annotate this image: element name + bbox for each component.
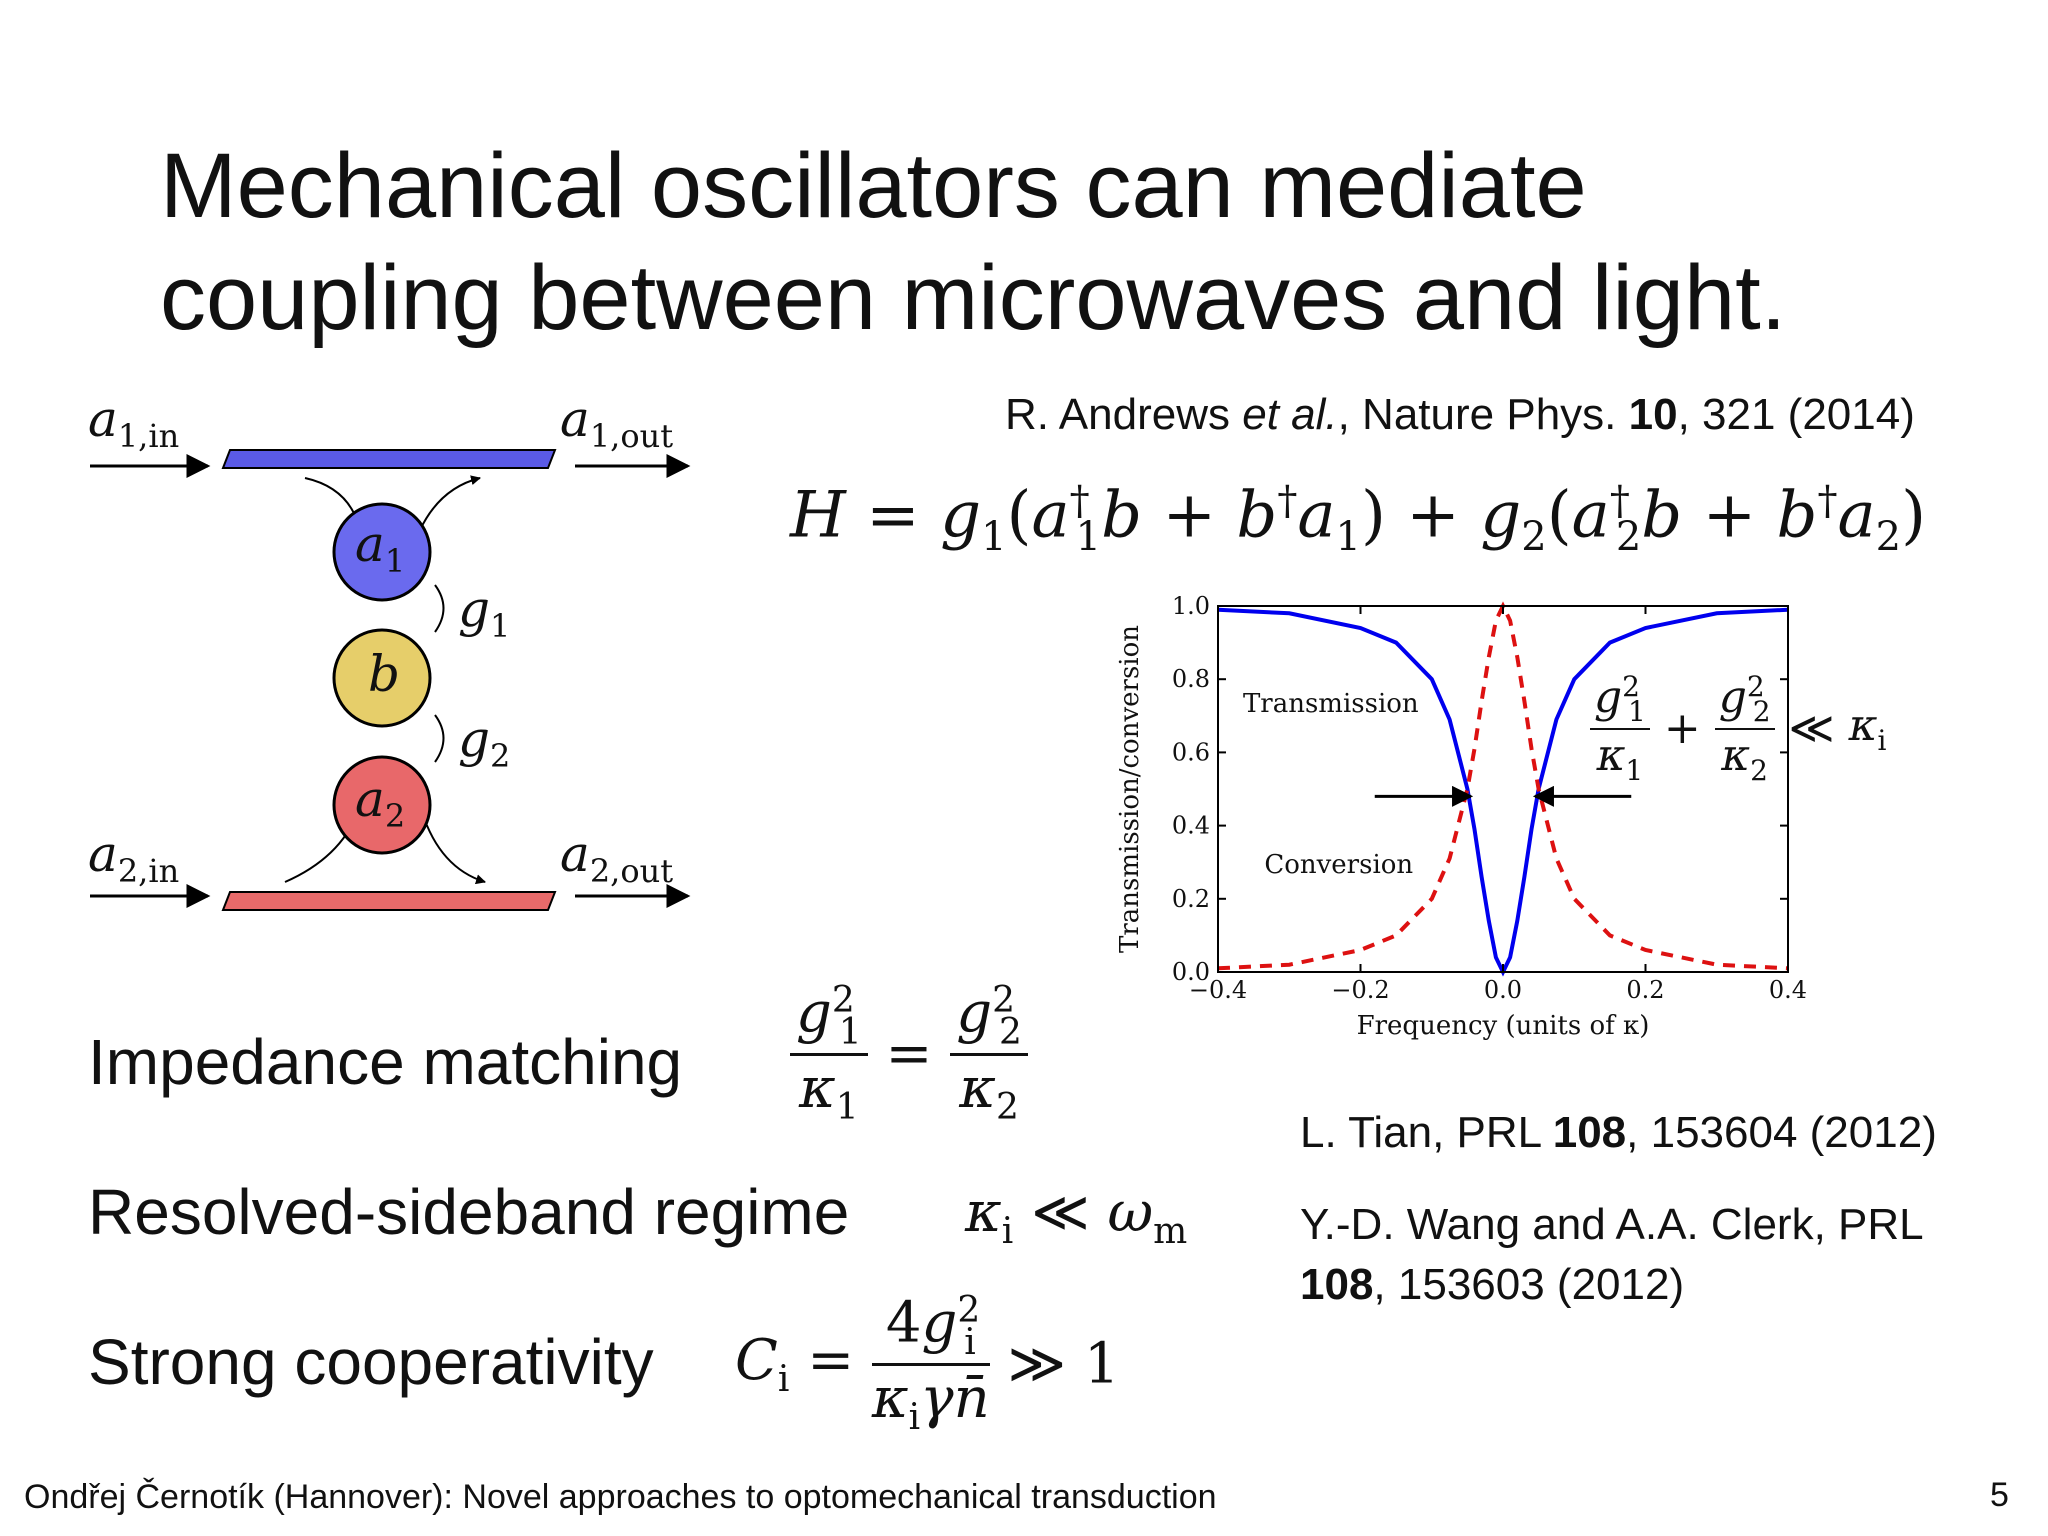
impedance-matching-label: Impedance matching xyxy=(88,1026,683,1098)
a1-out-label: a1,out xyxy=(560,390,674,455)
page-number: 5 xyxy=(1990,1476,2009,1514)
waveguide-1 xyxy=(221,449,557,469)
y-tick-label: 0.6 xyxy=(1172,738,1210,766)
x-tick-label: 0.2 xyxy=(1626,976,1664,1004)
chart-condition-formula: g21 κ1 + g22 κ2 ≪ κi xyxy=(1590,670,1886,787)
mode-a1-circle xyxy=(332,502,432,602)
hamiltonian-equation: H = g1(a†1b + b†a1) + g2(a†2b + b†a2) xyxy=(790,478,1927,561)
x-tick-label: 0.0 xyxy=(1484,976,1522,1004)
reference-andrews: R. Andrews et al., Nature Phys. 10, 321 … xyxy=(1005,390,1915,439)
strong-cooperativity-label: Strong cooperativity xyxy=(88,1326,654,1398)
reference-wang-clerk: Y.-D. Wang and A.A. Clerk, PRL 108, 1536… xyxy=(1300,1200,1924,1309)
y-axis-label: Transmission/conversion xyxy=(1115,625,1145,953)
title-line-2: coupling between microwaves and light. xyxy=(160,247,1787,349)
mode-a2-label: a2 xyxy=(355,770,406,835)
coupling-g1-label: g1 xyxy=(458,580,511,645)
mode-b-label: b xyxy=(368,645,401,703)
footer-text: Ondřej Černotík (Hannover): Novel approa… xyxy=(24,1478,1217,1516)
waveguide-2 xyxy=(221,891,557,911)
slide-title: Mechanical oscillators can mediate coupl… xyxy=(160,130,1960,354)
x-tick-label: −0.4 xyxy=(1189,976,1247,1004)
resolved-sideband-formula: κi ≪ ωm xyxy=(965,1180,1188,1253)
conversion-annotation: Conversion xyxy=(1264,850,1413,880)
coupling-g2-label: g2 xyxy=(458,710,511,775)
x-axis-label: Frequency (units of κ) xyxy=(1357,1011,1650,1041)
y-tick-label: 0.2 xyxy=(1172,885,1210,913)
plot-frame xyxy=(1217,605,1789,973)
title-line-1: Mechanical oscillators can mediate xyxy=(160,135,1587,237)
y-tick-label: 0.4 xyxy=(1172,812,1210,840)
coupling-diagram xyxy=(90,449,691,911)
transmission-annotation: Transmission xyxy=(1243,689,1419,719)
a2-out-label: a2,out xyxy=(560,825,674,890)
series-transmission-line xyxy=(1217,607,1789,977)
transmission-conversion-chart: −0.4 −0.2 0.0 0.2 0.4 0.0 0.2 0.4 0.6 0.8 1.0 Frequ… xyxy=(1115,592,1807,1041)
a2-in-label: a2,in xyxy=(88,825,180,890)
mode-a2-circle xyxy=(332,755,432,855)
y-tick-label: 0.0 xyxy=(1172,958,1210,986)
y-tick-label: 0.8 xyxy=(1172,665,1210,693)
resolved-sideband-label: Resolved-sideband regime xyxy=(88,1176,850,1248)
x-tick-label: −0.2 xyxy=(1331,976,1389,1004)
mode-a1-label: a1 xyxy=(355,515,406,580)
cooperativity-formula: Ci = 4g2i κiγn̄ ≫ 1 xyxy=(735,1290,1120,1439)
impedance-matching-formula: g21 κ1 = g22 κ2 xyxy=(790,980,1028,1128)
reference-tian: L. Tian, PRL 108, 153604 (2012) xyxy=(1300,1108,1937,1157)
a1-in-label: a1,in xyxy=(88,390,180,455)
x-tick-label: 0.4 xyxy=(1769,976,1807,1004)
y-tick-label: 1.0 xyxy=(1172,592,1210,620)
mode-b-circle xyxy=(332,628,432,728)
